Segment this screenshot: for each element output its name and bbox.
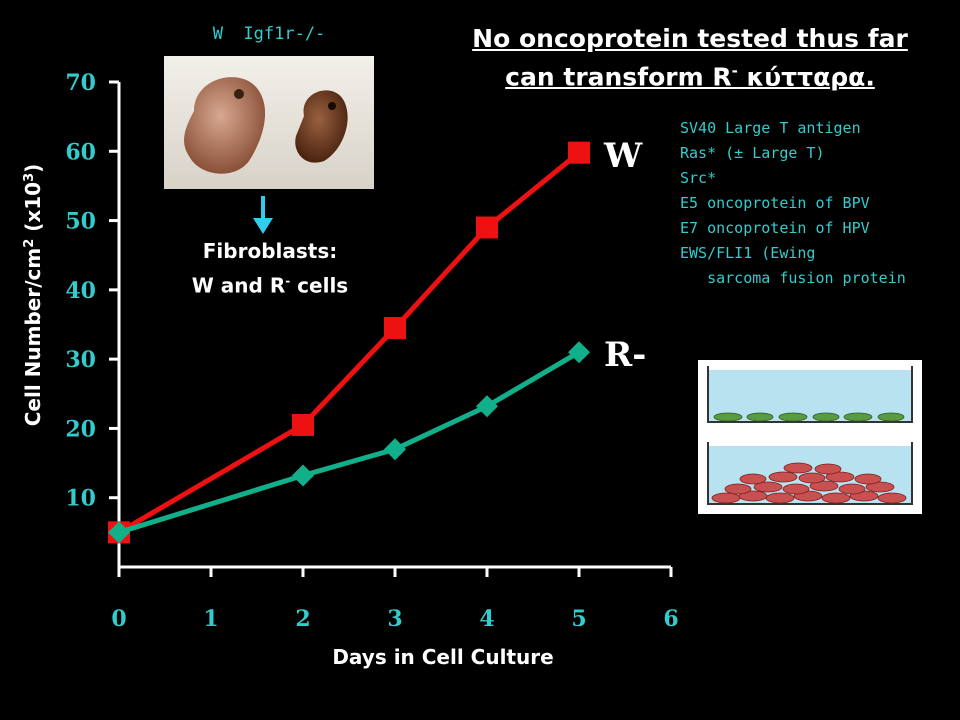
oncoprotein-item: Src* [680, 169, 717, 187]
x-tick-label: 5 [571, 606, 586, 632]
arrow-down-icon [253, 196, 273, 234]
y-axis-title: Cell Number/cm2 (x103) [21, 164, 45, 427]
mouse-embryos-photo [164, 56, 374, 189]
data-point [108, 521, 130, 544]
x-tick-label: 4 [479, 606, 494, 632]
oncoprotein-item: EWS/FLI1 (Ewing [680, 244, 816, 262]
x-axis-title: Days in Cell Culture [332, 645, 553, 669]
y-tick-label: 20 [65, 416, 96, 442]
fibroblasts-line-2: W and R- cells [191, 273, 349, 298]
chart-series: W R- [108, 136, 646, 544]
y-tick-label: 60 [65, 139, 96, 165]
fibroblasts-label: Fibroblasts: W and R- cells [160, 236, 380, 301]
data-point [292, 413, 314, 436]
y-tick-label: 40 [65, 278, 96, 304]
x-tick-label: 0 [111, 606, 126, 632]
x-tick-label: 3 [387, 606, 402, 632]
chart-axes [109, 80, 673, 577]
headline-line-2: can transform R- κύτταρα. [505, 62, 875, 92]
data-point [476, 216, 498, 239]
series-label: R- [604, 335, 646, 375]
culture-dish-illustration [698, 360, 922, 514]
headline-line-1: No oncoprotein tested thus far [472, 24, 908, 53]
oncoprotein-list: SV40 Large T antigen Ras* (± Large T) Sr… [680, 116, 955, 291]
oncoprotein-item: sarcoma fusion protein [680, 269, 906, 287]
headline: No oncoprotein tested thus far can trans… [420, 22, 960, 93]
chart-tick-labels: 0 1 2 3 4 5 6 10 20 30 40 50 60 70 [65, 70, 678, 632]
y-tick-label: 50 [65, 209, 96, 235]
oncoprotein-item: SV40 Large T antigen [680, 119, 861, 137]
data-point [568, 341, 590, 364]
data-point [292, 464, 314, 487]
y-tick-label: 30 [65, 347, 96, 373]
series-line [117, 150, 581, 535]
x-tick-label: 6 [663, 606, 678, 632]
series-label: W [603, 136, 643, 176]
data-point [476, 395, 498, 418]
culture-dishes-drawing [707, 366, 913, 505]
series-r-minus: R- [108, 335, 646, 544]
oncoprotein-item: E7 oncoprotein of HPV [680, 219, 870, 237]
data-point [568, 141, 590, 164]
fibroblasts-line-1: Fibroblasts: [202, 239, 338, 263]
x-tick-label: 2 [295, 606, 310, 632]
series-w: W [108, 136, 643, 544]
data-point [384, 438, 406, 461]
y-tick-label: 70 [65, 70, 96, 96]
oncoprotein-item: Ras* (± Large T) [680, 144, 825, 162]
embryo-caption: W Igf1r-/- [212, 24, 326, 44]
oncoprotein-item: E5 oncoprotein of BPV [680, 194, 870, 212]
data-point [384, 316, 406, 339]
x-tick-label: 1 [203, 606, 218, 632]
y-tick-label: 10 [65, 486, 96, 512]
